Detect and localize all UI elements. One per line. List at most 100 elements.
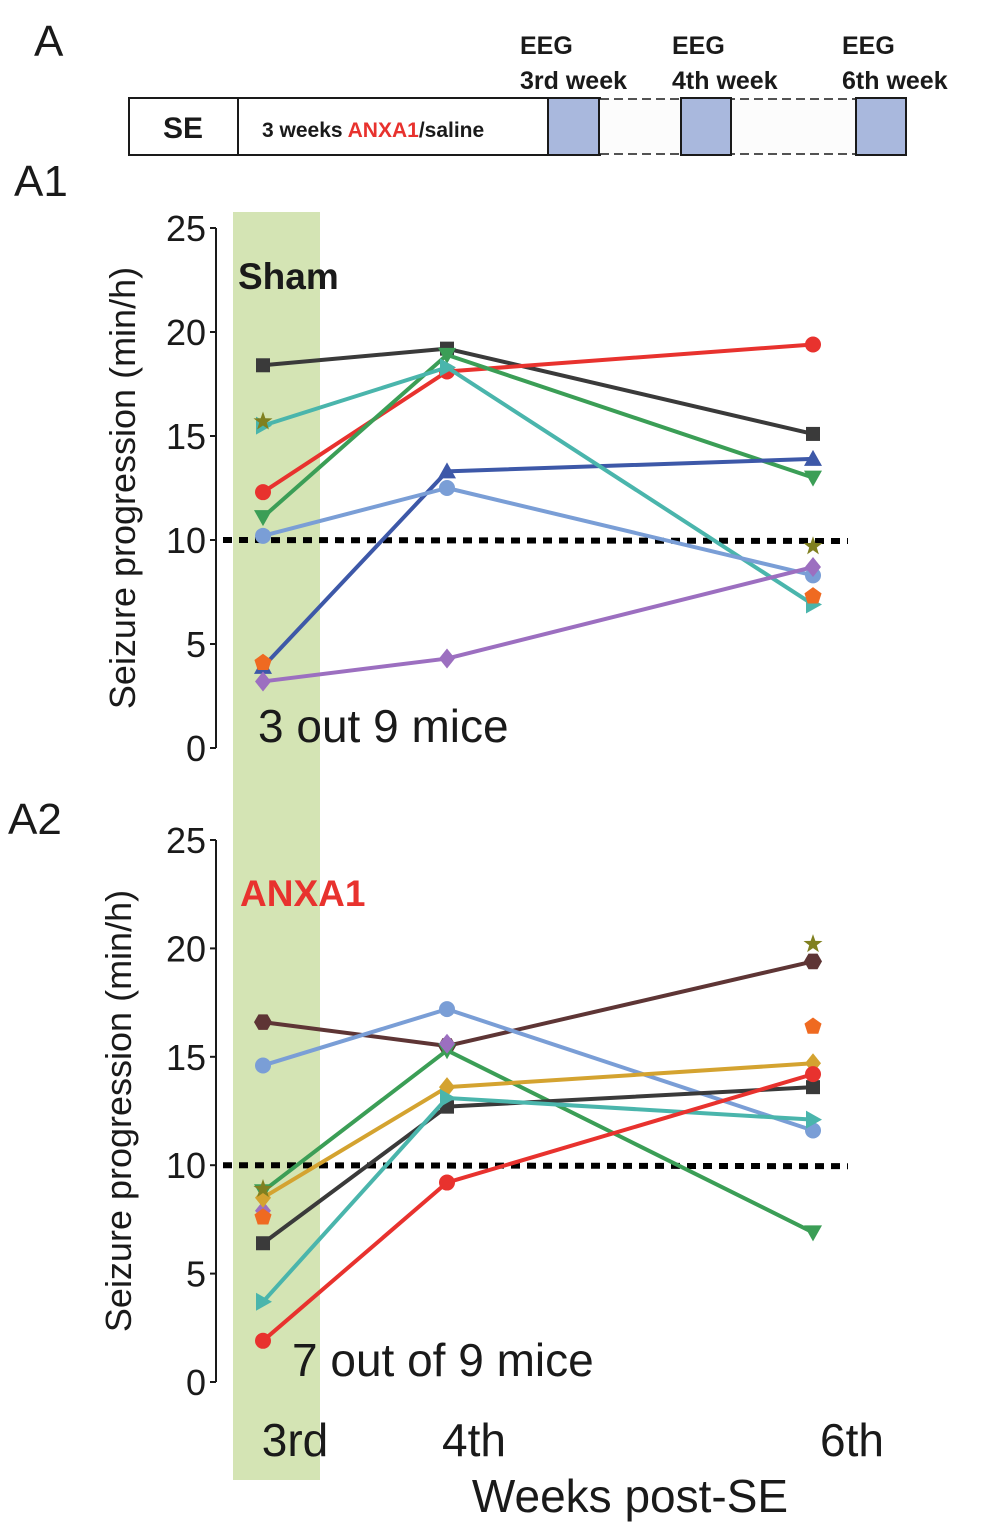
- a2-series-line: [261, 1085, 814, 1245]
- a1-ytick-label: 0: [186, 728, 206, 769]
- a1-data-point: [806, 426, 820, 441]
- timeline-treatment-suffix: /saline: [419, 119, 484, 142]
- a1-y-ticks: 0 5 10 15 20 25: [166, 208, 216, 769]
- a2-data-point: [256, 1236, 270, 1251]
- a1-ytick-label: 5: [186, 624, 206, 665]
- a1-data-point: [253, 411, 273, 430]
- a2-data-point: [254, 1208, 272, 1225]
- x-tick-4th: 4th: [442, 1414, 506, 1466]
- eeg-label-1-bottom: 3rd week: [520, 67, 627, 95]
- a1-data-point: [256, 358, 270, 373]
- a1-y-axis-label: Seizure progression (min/h): [102, 267, 143, 709]
- chart-a1: 0 5 10 15 20 25 Seizure progression (min/h) S…: [102, 208, 849, 769]
- a2-ytick-label: 0: [186, 1362, 206, 1403]
- a2-data-point: [439, 1174, 455, 1191]
- eeg-label-3-top: EEG: [842, 32, 895, 60]
- a2-series-6: [256, 1080, 820, 1251]
- a1-data-point: [805, 336, 821, 353]
- a1-data-point: [438, 462, 456, 479]
- a1-series-8: [253, 411, 823, 555]
- timeline-treatment-prefix: 3 weeks: [262, 119, 348, 142]
- eeg-label-2-top: EEG: [672, 32, 725, 60]
- timeline-treatment-box: [237, 97, 601, 156]
- a2-series-line: [261, 1048, 814, 1235]
- a1-data-point: [255, 527, 271, 544]
- a1-data-point: [439, 648, 455, 669]
- a2-ytick-label: 25: [166, 820, 206, 861]
- a1-ytick-label: 15: [166, 416, 206, 457]
- a2-ytick-label: 20: [166, 928, 206, 969]
- a2-series-8: [255, 1066, 821, 1349]
- a1-data-point: [438, 347, 456, 364]
- a2-y-axis-label: Seizure progression (min/h): [98, 890, 139, 1332]
- a1-threshold-line: [222, 537, 849, 544]
- a1-series-3: [254, 347, 822, 527]
- a1-data-point: [804, 470, 822, 487]
- eeg-label-3-bottom: 6th week: [842, 67, 948, 95]
- a1-series-line: [262, 365, 815, 607]
- timeline-se-label: SE: [163, 112, 203, 145]
- a1-data-point: [254, 653, 272, 671]
- a2-series-9: [253, 934, 823, 1198]
- a1-data-point: [439, 480, 455, 496]
- a1-series-9: [254, 587, 822, 671]
- a2-data-point: [803, 934, 823, 953]
- a1-series-line: [262, 486, 814, 578]
- a1-data-point: [804, 587, 822, 604]
- a1-ytick-label: 10: [166, 520, 206, 561]
- a2-data-point: [254, 1014, 272, 1030]
- a2-data-point: [253, 1179, 273, 1198]
- x-tick-3rd: 3rd: [262, 1414, 328, 1466]
- a2-ytick-label: 15: [166, 1037, 206, 1078]
- panel-label-a2: A2: [8, 795, 62, 844]
- a1-series-2: [255, 336, 821, 501]
- eeg-box-3rd-week: [547, 97, 600, 156]
- a2-mice-note: 7 out of 9 mice: [292, 1334, 594, 1386]
- timeline-treatment-highlight: ANXA1: [348, 119, 420, 142]
- a1-series-5: [256, 358, 822, 614]
- a1-data-point: [255, 484, 271, 501]
- a1-series-7: [255, 557, 821, 692]
- a1-data-point: [803, 536, 823, 555]
- a2-data-point: [804, 953, 822, 970]
- a1-data-point: [440, 358, 456, 377]
- a2-ytick-label: 10: [166, 1145, 206, 1186]
- a2-series-10: [254, 1017, 822, 1225]
- a1-ytick-label: 25: [166, 208, 206, 249]
- a2-data-point: [255, 1057, 271, 1074]
- a2-series-7: [256, 1088, 822, 1311]
- timeline-treatment-label: 3 weeks ANXA1/saline: [262, 119, 484, 142]
- a2-data-point: [255, 1332, 271, 1349]
- eeg-box-6th-week: [855, 97, 907, 156]
- a2-data-point: [256, 1292, 272, 1311]
- a2-data-point: [440, 1088, 456, 1107]
- eeg-label-2-bottom: 4th week: [672, 67, 778, 95]
- chart-a2: 0 5 10 15 20 25 Seizure progression (min/h) A…: [98, 820, 849, 1403]
- a2-threshold-line: [222, 1162, 849, 1170]
- timeline: SE 3 weeks ANXA1/saline EEG 3rd week EEG…: [128, 32, 948, 156]
- x-axis-label: Weeks post-SE: [472, 1470, 788, 1522]
- a1-data-point: [254, 510, 272, 527]
- a2-series-3: [254, 1043, 822, 1242]
- eeg-box-4th-week: [680, 97, 732, 156]
- a2-data-point: [804, 1017, 822, 1034]
- a2-data-point: [804, 1225, 822, 1242]
- a1-series-line: [262, 346, 814, 436]
- a2-data-point: [805, 1066, 821, 1083]
- a1-data-point: [255, 671, 271, 692]
- a2-y-ticks: 0 5 10 15 20 25: [166, 820, 216, 1403]
- a2-ytick-label: 5: [186, 1254, 206, 1295]
- a1-data-point: [805, 557, 821, 578]
- panel-label-a: A: [34, 17, 64, 66]
- a2-data-point: [439, 1033, 455, 1054]
- a1-series-group: [253, 336, 823, 692]
- a2-group-label: ANXA1: [240, 873, 365, 914]
- eeg-label-1-top: EEG: [520, 32, 573, 60]
- a1-series-6: [255, 480, 821, 584]
- a1-ytick-label: 20: [166, 312, 206, 353]
- a1-group-label: Sham: [238, 256, 339, 297]
- timeline-se-box: [128, 97, 239, 156]
- a2-data-point: [439, 1001, 455, 1018]
- a2-series-line: [262, 959, 814, 1048]
